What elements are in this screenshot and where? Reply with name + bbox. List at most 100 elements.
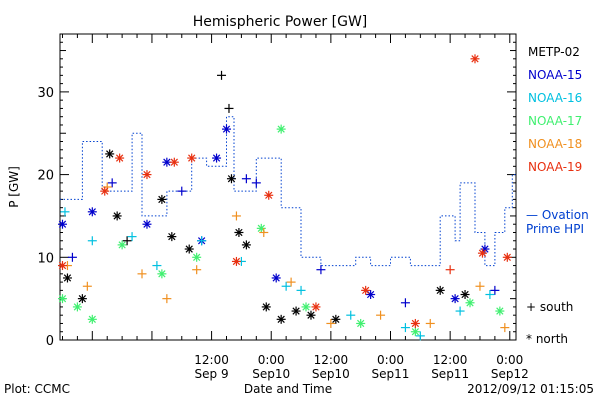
marker-noaa-17 xyxy=(157,269,167,279)
marker-metp-02 xyxy=(224,103,234,113)
marker-noaa-19 xyxy=(187,153,197,163)
marker-metp-02 xyxy=(435,285,445,295)
marker-noaa-19 xyxy=(311,302,321,312)
legend-ovation-line1: — Ovation xyxy=(526,208,589,222)
marker-noaa-16 xyxy=(296,285,306,295)
ovation-series xyxy=(60,116,516,267)
marker-noaa-15 xyxy=(450,294,460,304)
x-tick-label-time: 12:00 xyxy=(433,353,468,367)
plot-credit: Plot: CCMC xyxy=(4,382,70,396)
marker-noaa-19 xyxy=(169,157,179,167)
marker-noaa-17 xyxy=(57,294,67,304)
marker-noaa-19 xyxy=(361,285,371,295)
marker-noaa-15 xyxy=(212,153,222,163)
marker-noaa-16 xyxy=(485,290,495,300)
legend-item-noaa-17: NOAA-17 xyxy=(528,114,582,128)
marker-noaa-19 xyxy=(410,318,420,328)
marker-noaa-15 xyxy=(241,174,251,184)
y-tick-label: 20 xyxy=(37,169,54,184)
marker-metp-02 xyxy=(331,314,341,324)
marker-noaa-15 xyxy=(366,290,376,300)
marker-noaa-16 xyxy=(127,232,137,242)
marker-noaa-15 xyxy=(142,219,152,229)
marker-noaa-15 xyxy=(67,252,77,262)
marker-noaa-16 xyxy=(346,310,356,320)
x-tick-label-time: 12:00 xyxy=(194,353,229,367)
y-tick-label: 0 xyxy=(46,334,54,349)
x-tick-label-time: 0:00 xyxy=(377,353,404,367)
y-tick-label: 30 xyxy=(37,86,54,101)
marker-noaa-15 xyxy=(221,124,231,134)
marker-noaa-15 xyxy=(177,186,187,196)
marker-noaa-18 xyxy=(137,269,147,279)
marker-noaa-17 xyxy=(276,124,286,134)
legend-south-marker: + south xyxy=(526,300,573,314)
marker-noaa-18 xyxy=(162,294,172,304)
marker-noaa-17 xyxy=(356,318,366,328)
marker-noaa-19 xyxy=(231,256,241,266)
marker-noaa-18 xyxy=(500,323,510,333)
plot-frame xyxy=(59,33,517,341)
marker-noaa-19 xyxy=(502,252,512,262)
marker-noaa-16 xyxy=(455,306,465,316)
marker-noaa-18 xyxy=(326,318,336,328)
marker-noaa-15 xyxy=(271,273,281,283)
x-tick-label-date: Sep10 xyxy=(252,367,290,381)
marker-noaa-18 xyxy=(82,281,92,291)
x-tick-label-date: Sep11 xyxy=(372,367,410,381)
x-axis-label: Date and Time xyxy=(244,382,332,396)
y-axis: 0 10 20 30 xyxy=(37,33,516,349)
marker-metp-02 xyxy=(157,194,167,204)
marker-metp-02 xyxy=(261,302,271,312)
marker-metp-02 xyxy=(77,294,87,304)
marker-noaa-19 xyxy=(477,248,487,258)
marker-noaa-17 xyxy=(256,223,266,233)
legend-item-noaa-18: NOAA-18 xyxy=(528,137,582,151)
marker-noaa-16 xyxy=(281,281,291,291)
y-tick-label: 10 xyxy=(37,251,54,266)
marker-noaa-15 xyxy=(107,178,117,188)
legend-item-noaa-19: NOAA-19 xyxy=(528,160,582,174)
marker-noaa-17 xyxy=(301,302,311,312)
plot-timestamp: 2012/09/12 01:15:05 xyxy=(467,382,594,396)
legend-item-metp-02: METP-02 xyxy=(528,45,580,59)
legend-item-noaa-16: NOAA-16 xyxy=(528,91,582,105)
marker-noaa-15 xyxy=(316,265,326,275)
marker-noaa-19 xyxy=(264,190,274,200)
marker-metp-02 xyxy=(460,290,470,300)
legend-ovation-line2: Prime HPI xyxy=(526,222,584,236)
marker-noaa-16 xyxy=(60,207,70,217)
marker-metp-02 xyxy=(291,306,301,316)
marker-metp-02 xyxy=(217,70,227,80)
marker-noaa-15 xyxy=(87,207,97,217)
legend-item-noaa-15: NOAA-15 xyxy=(528,68,582,82)
data-markers xyxy=(57,54,512,341)
marker-noaa-16 xyxy=(87,236,97,246)
x-tick-label-date: Sep10 xyxy=(312,367,350,381)
x-tick-label-time: 0:00 xyxy=(258,353,285,367)
marker-noaa-17 xyxy=(117,240,127,250)
marker-noaa-18 xyxy=(286,277,296,287)
marker-metp-02 xyxy=(167,232,177,242)
marker-noaa-16 xyxy=(152,261,162,271)
marker-noaa-19 xyxy=(470,54,480,64)
marker-noaa-17 xyxy=(192,252,202,262)
marker-noaa-18 xyxy=(425,318,435,328)
marker-noaa-18 xyxy=(376,310,386,320)
marker-noaa-18 xyxy=(231,211,241,221)
marker-metp-02 xyxy=(234,227,244,237)
marker-noaa-19 xyxy=(142,170,152,180)
y-axis-label: P [GW] xyxy=(7,166,21,208)
marker-noaa-17 xyxy=(410,327,420,337)
marker-noaa-15 xyxy=(400,298,410,308)
marker-noaa-18 xyxy=(192,265,202,275)
x-tick-label-time: 0:00 xyxy=(496,353,523,367)
marker-noaa-18 xyxy=(475,281,485,291)
marker-noaa-17 xyxy=(465,298,475,308)
marker-metp-02 xyxy=(184,244,194,254)
x-tick-label-date: Sep12 xyxy=(491,367,529,381)
marker-metp-02 xyxy=(226,174,236,184)
marker-metp-02 xyxy=(306,310,316,320)
